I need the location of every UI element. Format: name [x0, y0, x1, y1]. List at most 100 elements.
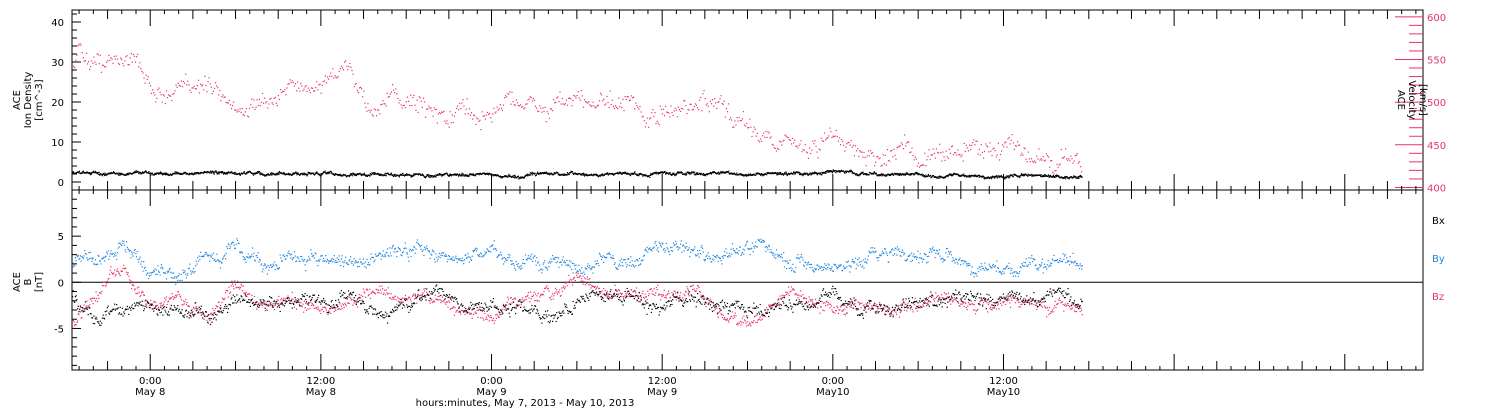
velocity-point	[626, 96, 628, 98]
density-point	[560, 174, 562, 176]
density-point	[963, 173, 965, 175]
bz-point	[723, 318, 725, 320]
density-point	[762, 173, 764, 175]
density-point	[782, 174, 784, 176]
bz-point	[117, 270, 119, 273]
density-point	[273, 173, 275, 175]
density-point	[858, 175, 860, 177]
density-point	[1007, 175, 1009, 177]
velocity-point	[559, 91, 561, 93]
velocity-point	[287, 83, 289, 85]
bz-point	[746, 325, 748, 327]
density-point	[950, 173, 952, 176]
velocity-point	[1077, 162, 1079, 164]
density-point	[96, 172, 98, 174]
velocity-point	[1045, 153, 1047, 155]
density-point	[410, 175, 412, 177]
density-point	[884, 175, 886, 177]
density-point	[404, 174, 406, 177]
bz-point	[200, 314, 202, 316]
velocity-point	[595, 106, 597, 108]
velocity-point	[763, 132, 765, 134]
velocity-point	[370, 109, 372, 111]
bz-point	[447, 306, 449, 308]
density-point	[1039, 174, 1041, 176]
density-point	[811, 173, 813, 175]
bz-point	[111, 271, 113, 273]
bz-point	[264, 300, 266, 302]
density-point	[504, 175, 506, 177]
bz-point	[266, 309, 268, 311]
bz-point	[377, 292, 379, 294]
density-point	[1047, 175, 1049, 178]
bz-point	[128, 279, 131, 281]
density-point	[193, 173, 195, 175]
bz-point	[864, 308, 866, 310]
density-point	[319, 175, 322, 177]
bz-point	[210, 312, 212, 314]
velocity-point	[204, 75, 206, 77]
density-point	[761, 174, 764, 176]
bz-point	[830, 305, 832, 307]
bz-point	[665, 295, 667, 297]
velocity-point	[889, 160, 891, 162]
bz-point	[282, 299, 284, 301]
bz-point	[386, 292, 388, 294]
bz-point	[594, 285, 596, 287]
bz-point	[918, 307, 921, 309]
velocity-point	[350, 66, 352, 68]
velocity-point	[126, 55, 128, 57]
bz-point	[137, 292, 139, 294]
velocity-point	[388, 96, 390, 98]
bz-point	[945, 293, 947, 295]
bz-point	[867, 304, 869, 306]
bz-point	[499, 314, 501, 316]
density-point	[294, 172, 296, 174]
density-point	[229, 171, 231, 173]
velocity-point	[729, 119, 731, 121]
bz-point	[697, 285, 699, 287]
density-point	[762, 175, 764, 177]
velocity-point	[470, 112, 473, 114]
density-point	[1053, 176, 1055, 178]
velocity-point	[301, 85, 303, 87]
velocity-point	[224, 96, 226, 98]
density-point	[136, 171, 138, 173]
bz-point	[374, 292, 376, 294]
bz-point	[497, 316, 500, 318]
bz-point	[369, 288, 371, 290]
velocity-point	[1017, 141, 1019, 143]
velocity-point	[867, 150, 869, 152]
density-point	[1054, 175, 1056, 178]
bz-point	[223, 299, 225, 301]
density-point	[423, 175, 425, 177]
bz-point	[717, 316, 719, 318]
density-point	[350, 173, 352, 175]
density-point	[350, 174, 352, 176]
velocity-point	[699, 99, 701, 101]
bz-point	[151, 308, 153, 310]
density-point	[934, 176, 936, 178]
bz-point	[136, 292, 138, 295]
density-point	[897, 173, 899, 175]
velocity-point	[144, 82, 146, 84]
bz-point	[393, 298, 395, 300]
density-point	[171, 173, 173, 175]
bz-point	[940, 303, 942, 305]
density-point	[664, 171, 666, 173]
velocity-point	[1042, 156, 1044, 158]
density-point	[368, 174, 370, 176]
density-point	[997, 176, 999, 178]
density-point	[489, 173, 491, 175]
velocity-point	[539, 105, 541, 107]
velocity-point	[81, 52, 83, 54]
density-point	[134, 170, 136, 173]
density-point	[798, 171, 800, 173]
velocity-point	[798, 145, 800, 147]
bz-point	[923, 305, 925, 307]
density-point	[513, 174, 515, 176]
density-point	[447, 174, 449, 176]
velocity-point	[848, 141, 850, 144]
density-point	[816, 174, 819, 176]
bz-point	[482, 317, 484, 319]
